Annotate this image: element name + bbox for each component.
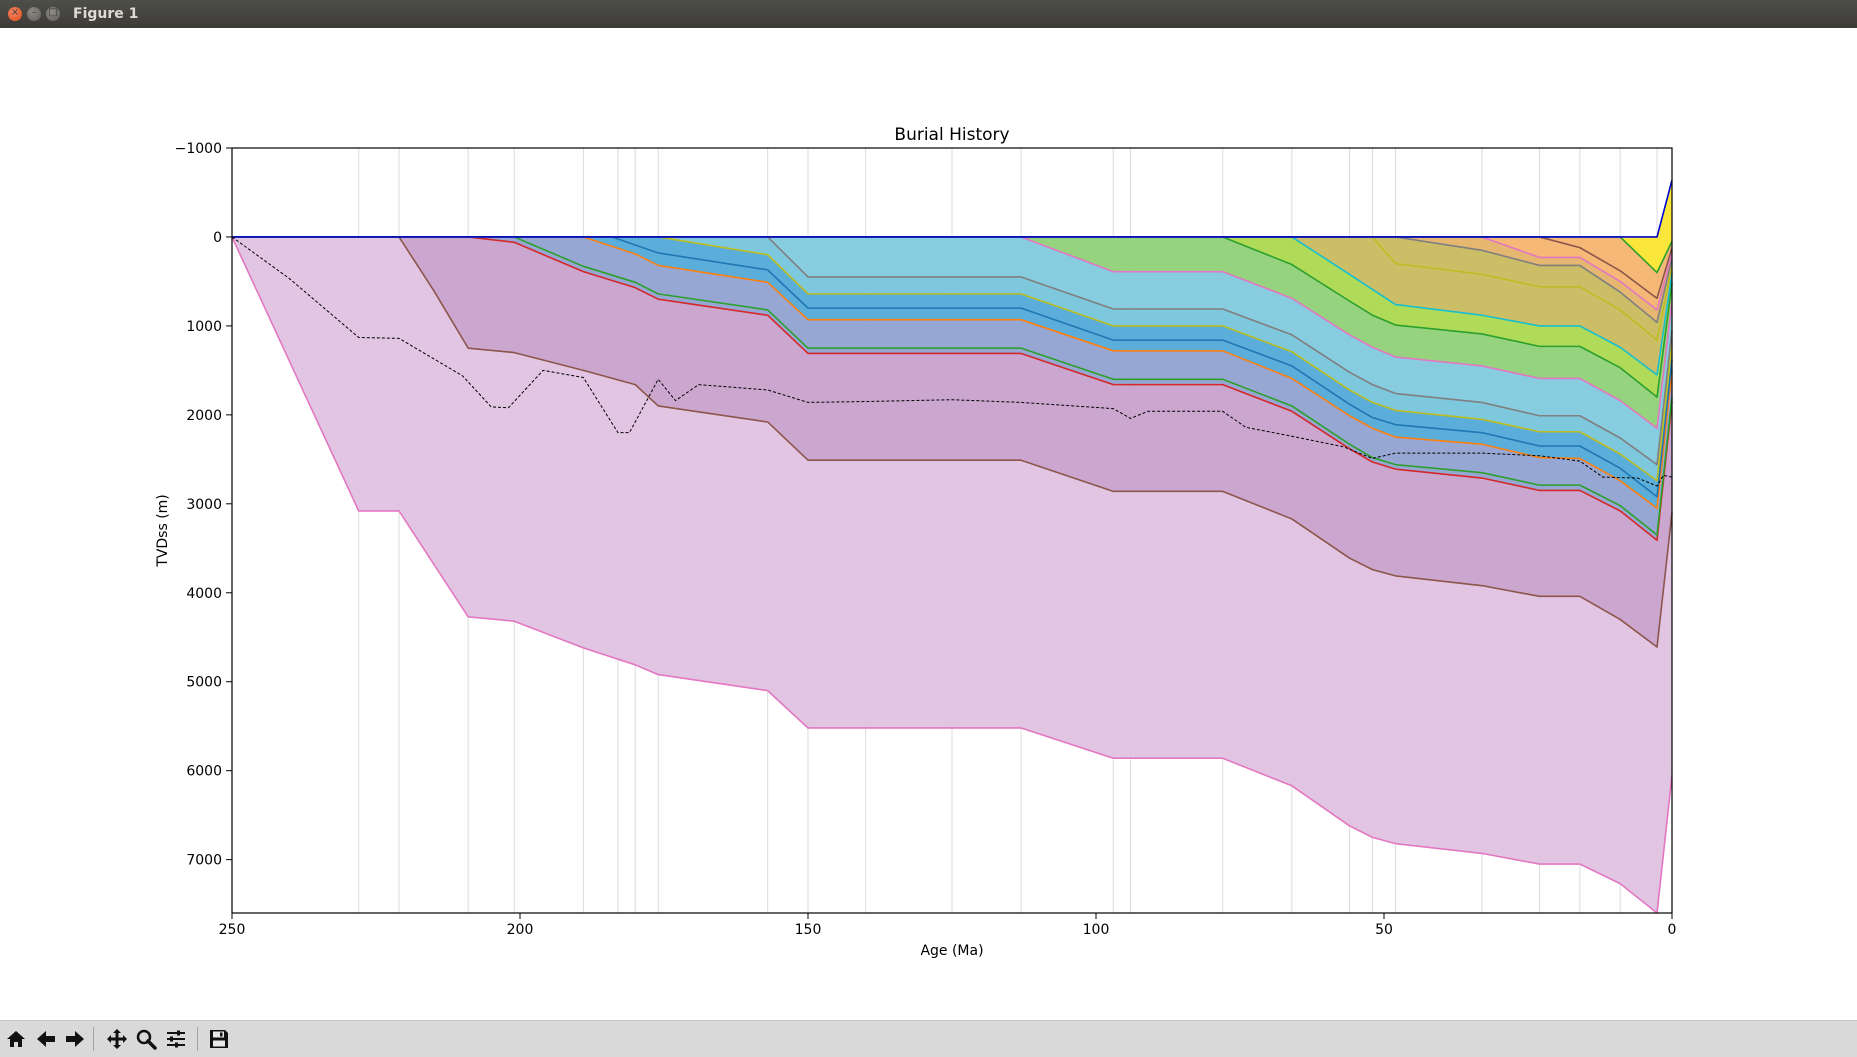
home-button[interactable] — [3, 1026, 29, 1052]
window-close-button[interactable]: × — [8, 7, 22, 21]
y-tick-label: −1000 — [175, 141, 222, 157]
zoom-icon — [136, 1029, 157, 1050]
horizon-fill-area — [232, 236, 1672, 481]
horizon-line — [231, 236, 1673, 914]
horizon-line — [232, 236, 1673, 482]
y-tick-label: 5000 — [186, 675, 222, 691]
x-tick-label: 150 — [795, 922, 822, 938]
toolbar-separator — [197, 1027, 198, 1051]
y-tick-label: 3000 — [186, 497, 222, 513]
y-tick-label: 2000 — [186, 408, 222, 424]
horizon-line — [232, 236, 1673, 324]
horizon-line — [232, 236, 1673, 398]
x-axis-label: Age (Ma) — [920, 943, 983, 959]
horizon-line — [232, 236, 1673, 498]
horizon-fill-area — [232, 236, 1672, 429]
horizon-fill-area — [232, 236, 1672, 913]
back-button[interactable] — [33, 1026, 59, 1052]
horizon-line — [232, 236, 1673, 542]
chart-title: Burial History — [894, 125, 1009, 145]
y-tick-label: 4000 — [186, 586, 222, 602]
forward-arrow-icon — [66, 1031, 84, 1047]
axes-frame — [231, 147, 1673, 914]
y-tick-label: 1000 — [186, 319, 222, 335]
back-arrow-icon — [37, 1031, 55, 1047]
horizon-line — [232, 236, 1673, 376]
save-icon — [210, 1030, 228, 1048]
x-tick-label: 0 — [1668, 922, 1677, 938]
horizon-fill-area — [232, 236, 1672, 310]
y-tick-label: 7000 — [186, 853, 222, 869]
y-tick-label: 6000 — [186, 764, 222, 780]
horizon-line — [232, 236, 1673, 466]
save-button[interactable] — [206, 1026, 232, 1052]
window-title: Figure 1 — [73, 6, 139, 22]
configure-subplots-icon — [167, 1030, 185, 1048]
horizon-line — [232, 236, 1673, 536]
horizon-line — [232, 236, 1673, 648]
configure-subplots-button[interactable] — [163, 1026, 189, 1052]
horizon-line — [232, 236, 1673, 510]
maximize-icon: □ — [48, 7, 58, 18]
y-axis-label: TVDss (m) — [155, 494, 171, 568]
window-maximize-button[interactable]: □ — [46, 7, 60, 21]
horizon-fill-area — [232, 236, 1672, 648]
forward-button[interactable] — [62, 1026, 88, 1052]
window-titlebar: × – □ Figure 1 — [0, 0, 1857, 28]
pan-button[interactable] — [104, 1026, 130, 1052]
x-tick-label: 250 — [219, 922, 246, 938]
horizon-line — [232, 236, 1673, 341]
dashed-depth-line — [231, 236, 1673, 487]
close-icon: × — [10, 7, 20, 18]
x-tick-label: 200 — [507, 922, 534, 938]
y-tick-label: 0 — [213, 230, 222, 246]
x-tick-label: 100 — [1083, 922, 1110, 938]
minimize-icon: – — [31, 7, 37, 18]
plot-area[interactable] — [231, 148, 1673, 914]
pan-icon — [107, 1029, 127, 1049]
toolbar-separator — [93, 1027, 94, 1051]
horizon-line — [232, 236, 1673, 430]
window-minimize-button[interactable]: – — [27, 7, 41, 21]
burial-history-chart: 250 200 150 100 50 0 −1000 0 1000 2000 3000 4000 500… — [155, 125, 1677, 959]
horizon-line — [232, 179, 1673, 238]
home-icon — [7, 1031, 25, 1047]
navigation-toolbar — [0, 1020, 1857, 1057]
x-tick-label: 50 — [1375, 922, 1393, 938]
zoom-button[interactable] — [133, 1026, 159, 1052]
